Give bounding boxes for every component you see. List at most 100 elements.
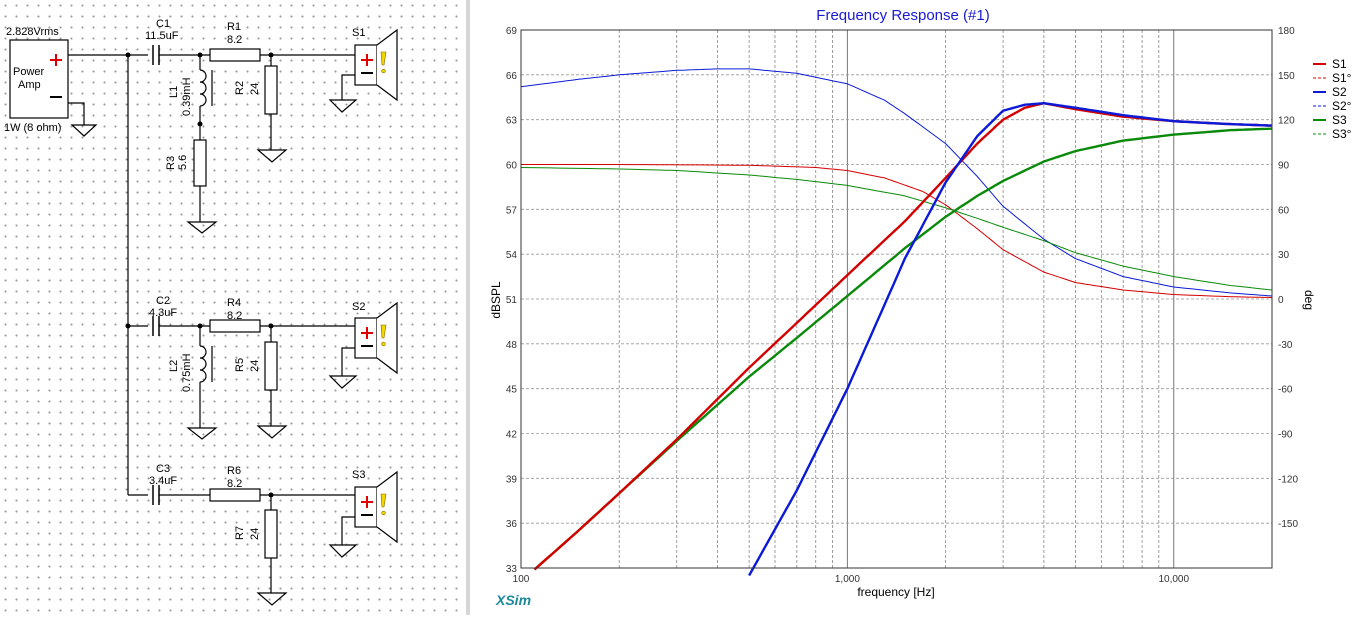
- series-s1-phase: [521, 164, 1273, 298]
- x-tick-label: 100: [513, 574, 530, 585]
- legend-label: S2: [1332, 85, 1347, 99]
- speaker-s1-label: S1: [352, 27, 365, 39]
- source-power-label: 1W (8 ohm): [4, 122, 61, 134]
- y2-tick-label: 90: [1278, 161, 1290, 172]
- branch-3: C3 3.4uF R6 8.2 R7 24: [128, 463, 355, 606]
- y-tick-label: 60: [506, 161, 518, 172]
- r3-resistor[interactable]: [193, 139, 207, 187]
- c2-value: 4.3uF: [149, 307, 177, 319]
- r6-value: 8.2: [227, 478, 242, 490]
- power-amp-source[interactable]: Power Amp: [9, 39, 69, 119]
- l2-value: 0.75mH: [181, 353, 193, 392]
- source-voltage-label: 2.828Vrms: [6, 26, 59, 38]
- branch-2: C2 4.3uF R4 8.2 L2 0.75mH R5 24: [128, 295, 355, 440]
- y-tick-label: 51: [506, 295, 518, 306]
- l1-inductor[interactable]: [199, 69, 207, 107]
- chart-ticks: 100 1,000 10,000 69 66 63 60 57 54 51 48 45 42 39 36 33…: [506, 26, 1299, 585]
- speaker-s2-label: S2: [352, 301, 365, 313]
- c2-ref: C2: [156, 295, 170, 307]
- chart-curves: [520, 68, 1273, 577]
- legend-label: S3°: [1332, 127, 1352, 141]
- r5-ref: R5: [234, 358, 246, 372]
- schematic-panel[interactable]: Power Amp 2.828Vrms 1W (8 ohm) C1 11.5uF…: [0, 0, 466, 615]
- y2-tick-label: 150: [1278, 71, 1295, 82]
- r1-ref: R1: [227, 21, 241, 33]
- r2-resistor[interactable]: [264, 65, 278, 115]
- y-tick-label: 39: [506, 474, 518, 485]
- schematic-canvas[interactable]: Power Amp 2.828Vrms 1W (8 ohm) C1 11.5uF…: [0, 0, 466, 615]
- y2-tick-label: 180: [1278, 26, 1295, 37]
- frequency-response-chart[interactable]: Frequency Response (#1) 100 1,000 10,000 69…: [470, 0, 1365, 615]
- r4-ref: R4: [227, 297, 241, 309]
- r1-resistor[interactable]: [209, 48, 261, 62]
- y-tick-label: 54: [506, 250, 518, 261]
- y2-tick-label: -90: [1278, 430, 1293, 441]
- y2-tick-label: 60: [1278, 205, 1290, 216]
- power-amp-label-2: Amp: [18, 79, 41, 91]
- r3-value: 5.6: [177, 155, 189, 170]
- r6-resistor[interactable]: [209, 488, 261, 502]
- plot-frame: [520, 29, 1273, 569]
- r5-value: 24: [249, 360, 261, 372]
- x-tick-label: 1,000: [835, 574, 860, 585]
- y-tick-label: 42: [506, 430, 518, 441]
- y2-tick-label: -120: [1278, 474, 1298, 485]
- y-tick-label: 36: [506, 519, 518, 530]
- y-tick-label: 45: [506, 385, 518, 396]
- l1-ref: L1: [168, 86, 180, 98]
- y-tick-label: 63: [506, 116, 518, 127]
- speaker-s1[interactable]: [328, 28, 398, 113]
- l1-value: 0.39mH: [181, 77, 193, 116]
- l2-inductor[interactable]: [199, 345, 207, 383]
- x-axis-label: frequency [Hz]: [857, 585, 934, 599]
- y2-tick-label: 120: [1278, 116, 1295, 127]
- series-s3: [533, 127, 1273, 571]
- series-s1: [533, 102, 1273, 571]
- legend-label: S1°: [1332, 71, 1352, 85]
- panel-splitter[interactable]: [466, 0, 470, 615]
- speaker-s3-label: S3: [352, 469, 365, 481]
- c3-value: 3.4uF: [149, 475, 177, 487]
- y2-tick-label: -60: [1278, 385, 1293, 396]
- series-s2-phase: [520, 68, 1273, 297]
- xsim-logo: XSim: [495, 592, 531, 608]
- series-s2: [748, 102, 1273, 577]
- r2-ref: R2: [234, 81, 246, 95]
- chart-grid: [521, 30, 1272, 568]
- frequency-response-panel[interactable]: Frequency Response (#1) 100 1,000 10,000 69…: [470, 0, 1365, 615]
- y-tick-label: 33: [506, 564, 518, 575]
- speaker-s3[interactable]: [328, 470, 398, 558]
- y2-tick-label: -30: [1278, 340, 1293, 351]
- y2-tick-label: 30: [1278, 250, 1290, 261]
- chart-title: Frequency Response (#1): [816, 7, 989, 24]
- y-tick-label: 69: [506, 26, 518, 37]
- branch-1: C1 11.5uF R1 8.2 L1 0.39mH R3 5.6 R2 24: [145, 18, 355, 234]
- y-tick-label: 66: [506, 71, 518, 82]
- legend-label: S1: [1332, 57, 1347, 71]
- c1-value: 11.5uF: [145, 30, 179, 42]
- r5-resistor[interactable]: [264, 341, 278, 391]
- c1-ref: C1: [156, 18, 170, 30]
- r7-resistor[interactable]: [264, 509, 278, 559]
- r3-ref: R3: [165, 156, 177, 170]
- y-tick-label: 48: [506, 340, 518, 351]
- speaker-s2[interactable]: [328, 301, 398, 389]
- r6-ref: R6: [227, 465, 241, 477]
- y2-tick-label: 0: [1278, 295, 1284, 306]
- y2-tick-label: -150: [1278, 519, 1298, 530]
- c3-ref: C3: [156, 463, 170, 475]
- r4-value: 8.2: [227, 310, 242, 322]
- y2-axis-label: deg: [1302, 290, 1316, 310]
- legend-label: S3: [1332, 113, 1347, 127]
- r1-value: 8.2: [227, 34, 242, 46]
- l2-ref: L2: [168, 360, 180, 372]
- r7-value: 24: [249, 528, 261, 540]
- series-s3-phase: [520, 167, 1273, 291]
- y-axis-label: dBSPL: [489, 281, 503, 319]
- r7-ref: R7: [234, 526, 246, 540]
- x-tick-label: 10,000: [1158, 574, 1189, 585]
- legend-label: S2°: [1332, 99, 1352, 113]
- power-amp-label-1: Power: [13, 66, 45, 78]
- y-tick-label: 57: [506, 205, 518, 216]
